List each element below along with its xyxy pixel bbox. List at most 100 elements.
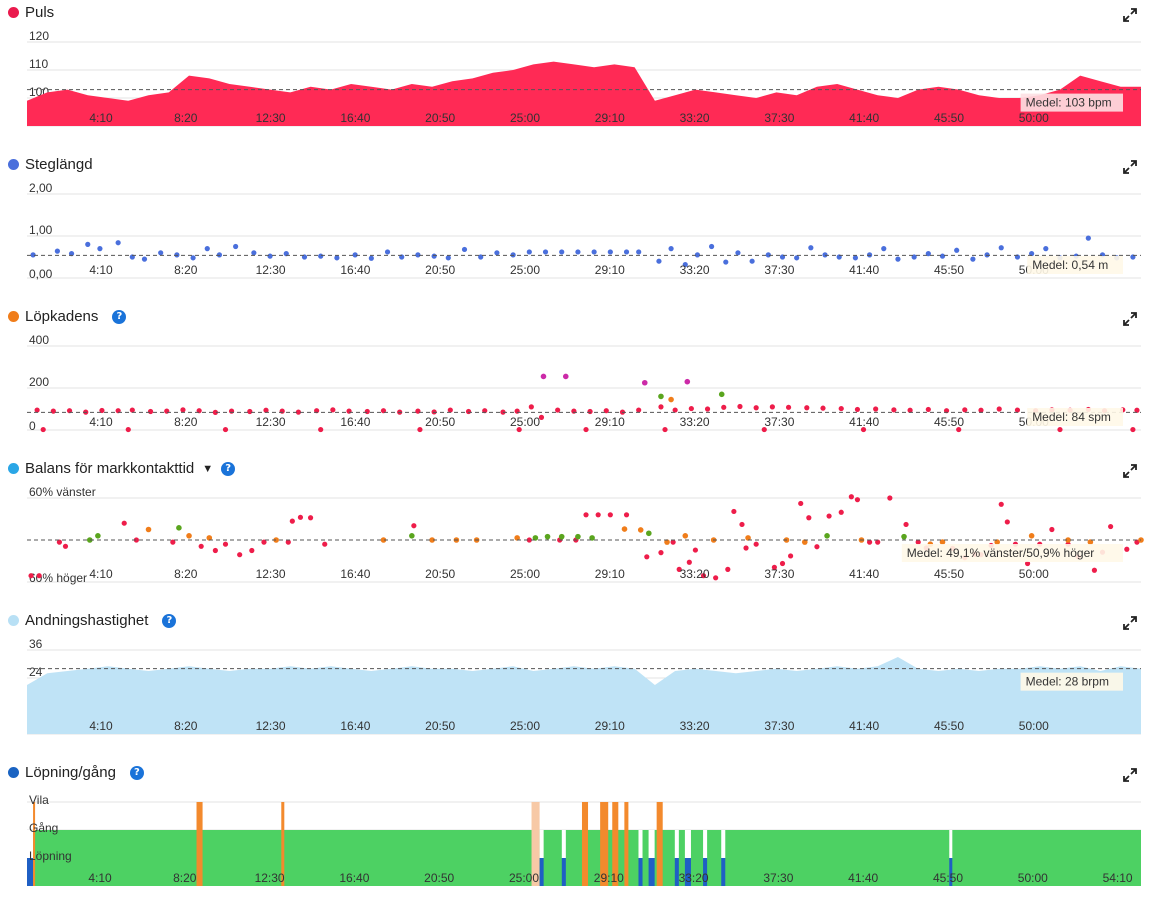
y-tick-label: 1,00 bbox=[29, 223, 53, 237]
data-point bbox=[295, 409, 302, 415]
series-area bbox=[27, 61, 1141, 126]
data-point bbox=[607, 512, 613, 518]
expand-icon[interactable] bbox=[1123, 160, 1137, 174]
y-tick-label: 110 bbox=[29, 57, 48, 71]
expand-icon[interactable] bbox=[1123, 768, 1137, 782]
x-tick-label: 8:20 bbox=[174, 263, 198, 277]
data-point bbox=[838, 509, 844, 515]
data-point bbox=[676, 566, 682, 572]
data-point bbox=[925, 251, 931, 257]
data-point bbox=[445, 255, 451, 261]
x-tick-label: 12:30 bbox=[256, 111, 286, 125]
data-point bbox=[28, 573, 34, 579]
x-tick-label: 16:40 bbox=[340, 567, 370, 581]
data-point bbox=[164, 408, 170, 414]
data-point bbox=[583, 426, 589, 433]
x-tick-label: 16:40 bbox=[340, 415, 370, 429]
data-point bbox=[998, 501, 1004, 507]
chevron-down-icon[interactable]: ▼ bbox=[202, 462, 214, 475]
data-point bbox=[743, 545, 749, 551]
data-point bbox=[289, 518, 295, 524]
gap-segment bbox=[648, 830, 655, 858]
data-point bbox=[1004, 519, 1010, 525]
x-tick-label: 25:00 bbox=[510, 719, 540, 733]
data-point bbox=[318, 426, 324, 433]
help-icon[interactable]: ? bbox=[129, 765, 144, 780]
data-point bbox=[212, 409, 218, 415]
data-point bbox=[718, 391, 725, 398]
expand-icon[interactable] bbox=[1123, 8, 1137, 22]
data-point bbox=[692, 547, 699, 553]
x-tick-label: 12:30 bbox=[255, 871, 285, 885]
data-point bbox=[95, 533, 101, 539]
data-point bbox=[56, 539, 63, 545]
data-point bbox=[704, 406, 711, 412]
data-point bbox=[848, 494, 854, 500]
y-tick-label: 0,00 bbox=[29, 267, 53, 281]
x-tick-label: 37:30 bbox=[763, 871, 793, 885]
data-point bbox=[364, 408, 370, 415]
y-tick-label: 200 bbox=[29, 375, 49, 389]
help-icon[interactable]: ? bbox=[162, 613, 177, 628]
cadence-chart[interactable]: 400 200 0 4:10 8:20 12:30 16:40 20:50 25:00 29:10… bbox=[0, 304, 1151, 454]
gap-segment bbox=[674, 830, 679, 858]
data-point bbox=[903, 521, 909, 528]
runwalk-title: Löpning/gång ? bbox=[8, 764, 144, 781]
runwalk-chart[interactable]: Vila Gång Löpning 4:10 8:20 12:30 16:40 20:50 25… bbox=[0, 760, 1151, 898]
data-point bbox=[978, 407, 984, 413]
data-point bbox=[99, 407, 105, 414]
data-point bbox=[637, 527, 644, 533]
x-tick-label: 20:50 bbox=[425, 567, 455, 581]
data-point bbox=[571, 408, 577, 414]
help-icon[interactable]: ? bbox=[112, 309, 127, 324]
data-point bbox=[346, 408, 352, 414]
x-tick-label: 4:10 bbox=[89, 567, 113, 581]
x-tick-label: 8:20 bbox=[174, 111, 198, 125]
expand-icon[interactable] bbox=[1123, 616, 1137, 630]
x-tick-label: 20:50 bbox=[425, 415, 455, 429]
data-point bbox=[820, 405, 826, 411]
data-point bbox=[575, 533, 581, 540]
balance-chart[interactable]: 60% vänster 60% höger 4:10 8:20 12:30 16:40 20… bbox=[0, 456, 1151, 606]
x-tick-label: 41:40 bbox=[849, 263, 879, 277]
data-point bbox=[785, 404, 792, 410]
data-point bbox=[50, 408, 56, 414]
data-point bbox=[1124, 546, 1130, 552]
data-point bbox=[994, 539, 1000, 545]
x-tick-label: 20:50 bbox=[424, 871, 454, 885]
resp-chart[interactable]: 36241204:108:2012:3016:4020:5025:0029:10… bbox=[0, 608, 1151, 758]
data-point bbox=[875, 539, 881, 545]
x-tick-label: 33:20 bbox=[680, 567, 710, 581]
data-point bbox=[1085, 235, 1091, 241]
data-point bbox=[668, 396, 674, 403]
data-point bbox=[417, 426, 423, 433]
data-point bbox=[713, 575, 719, 581]
data-point bbox=[147, 408, 154, 415]
data-point bbox=[559, 249, 565, 255]
data-point bbox=[1108, 523, 1114, 530]
help-icon[interactable]: ? bbox=[221, 461, 236, 476]
data-point bbox=[866, 539, 873, 545]
data-point bbox=[86, 537, 93, 543]
x-tick-label: 29:10 bbox=[595, 111, 625, 125]
expand-icon[interactable] bbox=[1123, 312, 1137, 326]
data-point bbox=[587, 408, 593, 415]
y-tick-label: 0 bbox=[29, 419, 36, 433]
data-point bbox=[684, 378, 691, 385]
x-tick-label: 8:20 bbox=[174, 415, 198, 429]
balance-title-text[interactable]: Balans för markkontakttid bbox=[25, 460, 195, 477]
mean-label: Medel: 84 spm bbox=[1032, 410, 1111, 424]
pulse-chart[interactable]: 120110100904:108:2012:3016:4020:5025:002… bbox=[0, 0, 1151, 150]
data-point bbox=[721, 404, 727, 410]
data-point bbox=[623, 512, 630, 518]
data-point bbox=[723, 259, 729, 265]
data-point bbox=[621, 526, 628, 532]
expand-icon[interactable] bbox=[1123, 464, 1137, 478]
data-point bbox=[233, 243, 239, 250]
data-point bbox=[824, 533, 830, 539]
data-point bbox=[562, 373, 569, 380]
data-point bbox=[1043, 246, 1049, 252]
data-point bbox=[267, 253, 273, 259]
x-tick-label: 29:10 bbox=[595, 719, 625, 733]
stride-chart[interactable]: 2,00 1,00 0,00 4:10 8:20 12:30 16:40 20:50 25:00… bbox=[0, 152, 1151, 302]
